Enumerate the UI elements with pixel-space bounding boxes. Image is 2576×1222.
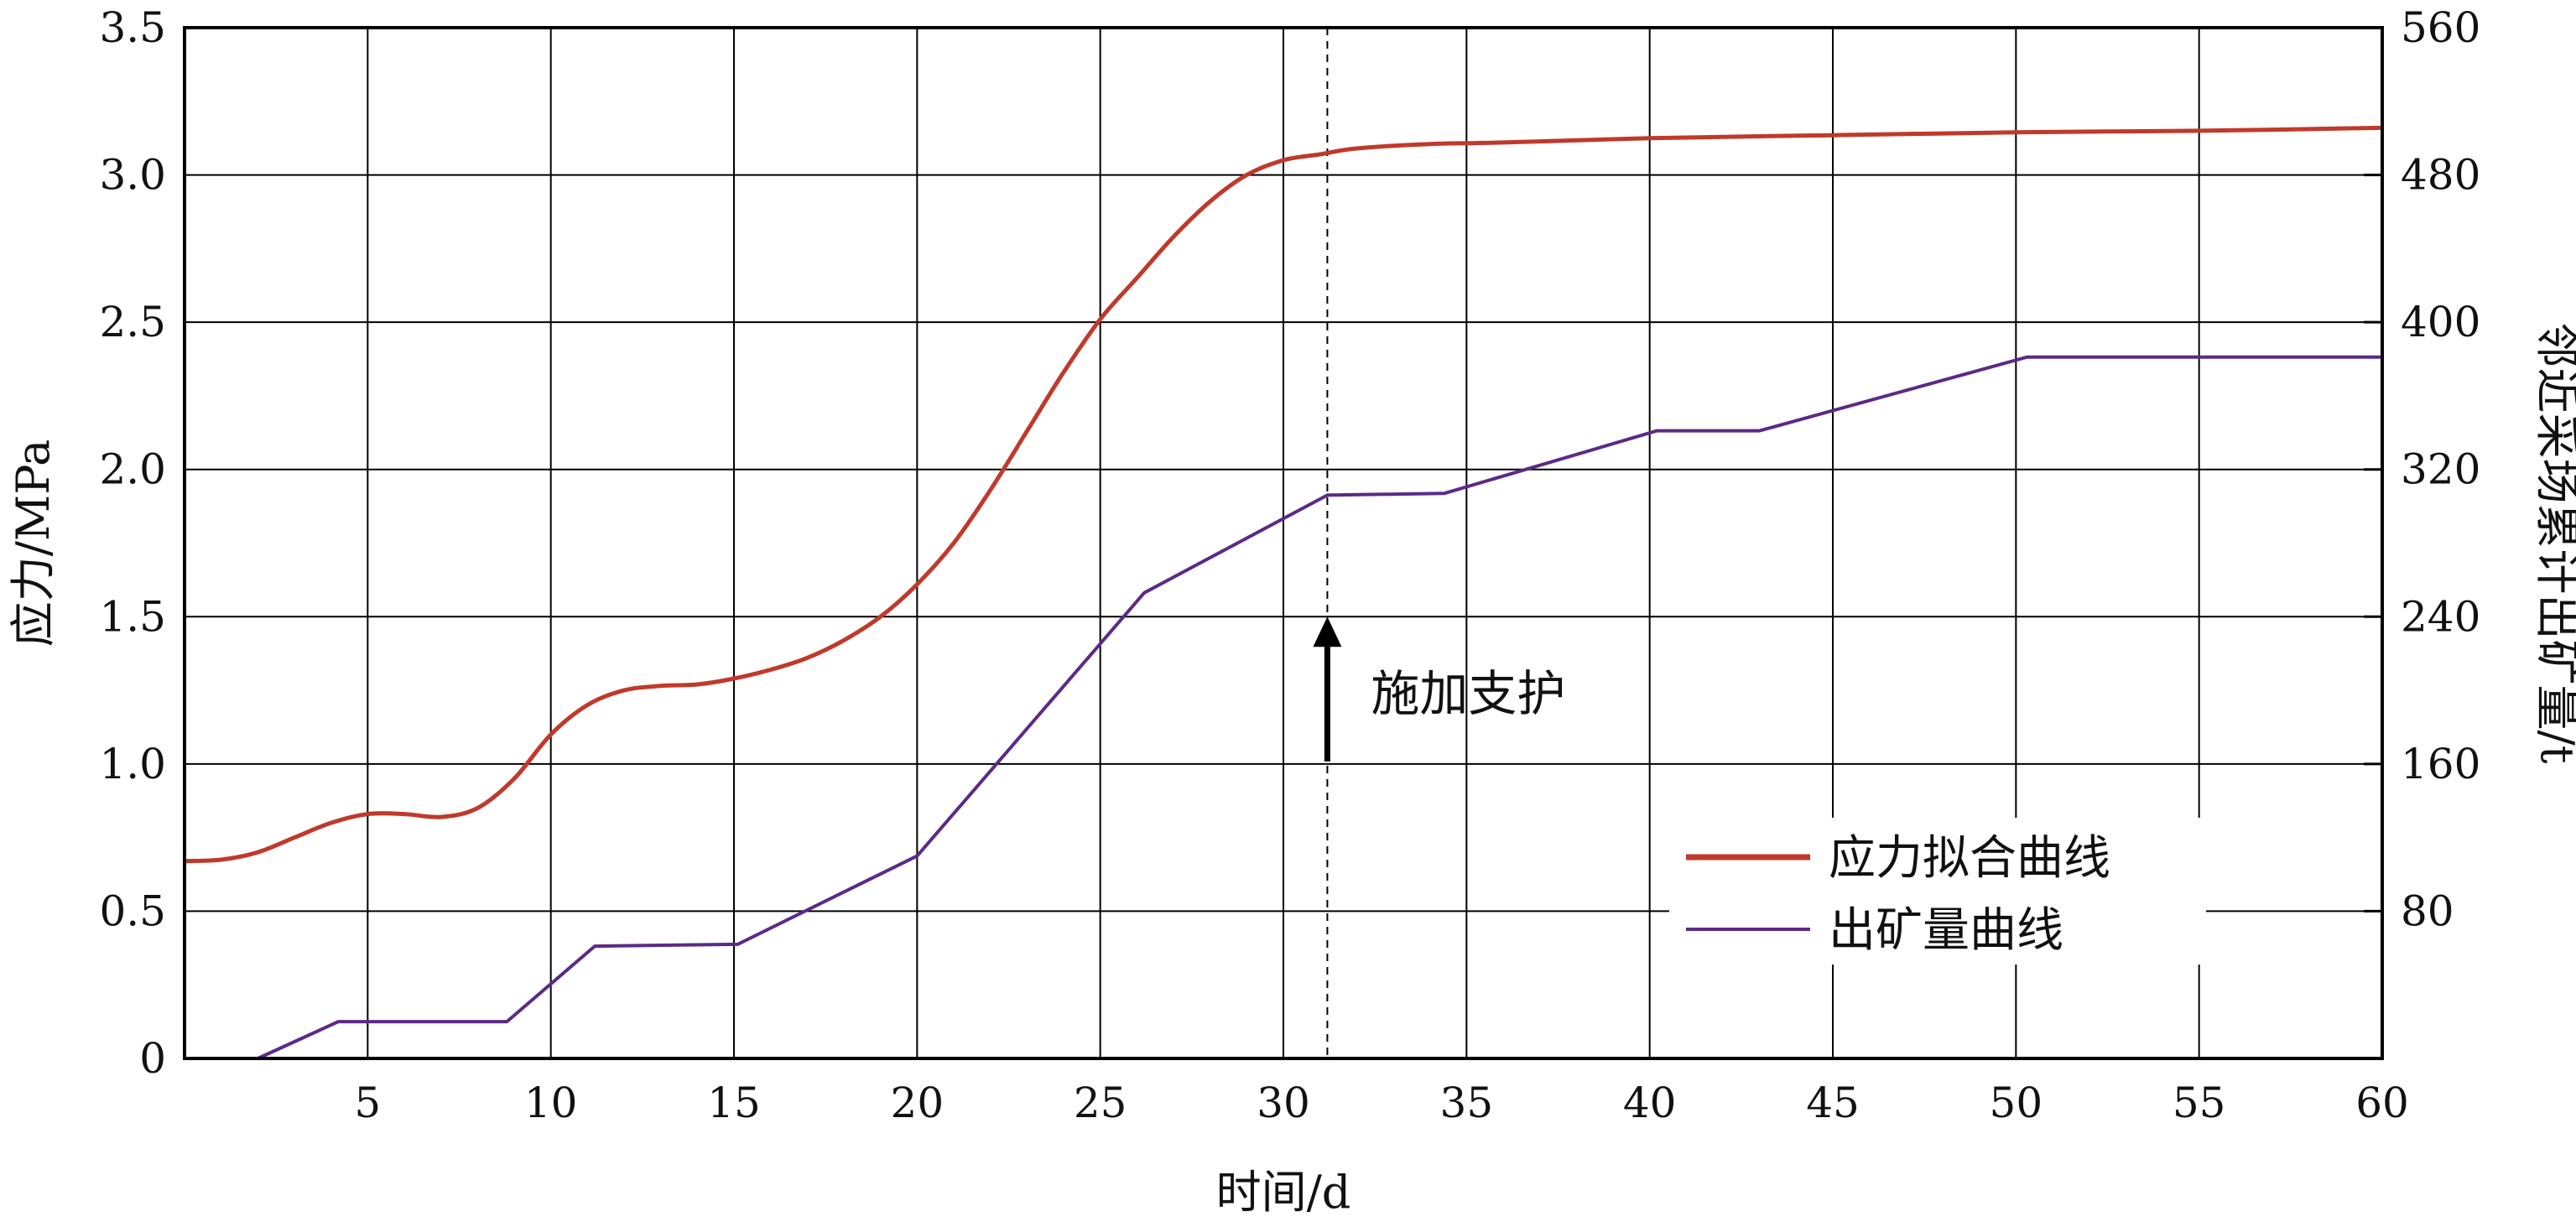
series-layer xyxy=(184,125,2383,1060)
y-right-tick-label: 80 xyxy=(2401,887,2454,935)
annotation-arrow-head xyxy=(1313,616,1342,647)
x-tick-label: 20 xyxy=(891,1079,945,1127)
y-right-tick-labels: 80 160 240 320 400 480 560 xyxy=(2401,3,2480,935)
y-left-tick-label: 1.5 xyxy=(99,592,166,641)
legend-label-stress: 应力拟合曲线 xyxy=(1829,831,2110,886)
y-right-tick-label: 320 xyxy=(2401,445,2480,494)
x-tick-label: 50 xyxy=(1990,1079,2043,1127)
x-tick-labels: 5 10 15 20 25 30 35 40 45 50 55 60 xyxy=(354,1079,2408,1127)
x-tick-label: 30 xyxy=(1257,1079,1310,1127)
y-right-tick-label: 480 xyxy=(2401,151,2480,200)
x-axis-title: 时间/d xyxy=(1216,1166,1351,1219)
legend: 应力拟合曲线 出矿量曲线 xyxy=(1669,818,2206,965)
x-tick-label: 5 xyxy=(354,1079,381,1127)
x-tick-label: 45 xyxy=(1806,1079,1860,1127)
x-tick-label: 40 xyxy=(1623,1079,1677,1127)
x-tick-label: 55 xyxy=(2173,1079,2226,1127)
y-right-tick-label: 160 xyxy=(2401,740,2480,788)
y-left-tick-label: 1.0 xyxy=(99,740,166,788)
ticks xyxy=(2364,174,2382,913)
x-tick-label: 60 xyxy=(2355,1079,2409,1127)
legend-bg xyxy=(1669,818,2206,965)
annotation: 施加支护 xyxy=(1313,616,1565,762)
y-left-axis-title: 应力/MPa xyxy=(7,439,60,647)
y-left-tick-label: 3.5 xyxy=(99,3,166,52)
x-tick-label: 35 xyxy=(1440,1079,1494,1127)
plot-frame xyxy=(183,26,2384,1060)
x-tick-label: 10 xyxy=(524,1079,578,1127)
series-stress-line xyxy=(184,125,2383,864)
y-right-tick-label: 400 xyxy=(2401,298,2480,346)
series-ore-line xyxy=(257,355,2382,1060)
y-right-tick-label: 240 xyxy=(2401,592,2480,641)
y-left-tick-label: 0 xyxy=(139,1034,166,1083)
y-left-tick-label: 3.0 xyxy=(99,151,166,200)
y-left-tick-label: 2.0 xyxy=(99,445,166,494)
legend-label-ore: 出矿量曲线 xyxy=(1829,903,2063,958)
y-left-tick-labels: 0 0.5 1.0 1.5 2.0 2.5 3.0 3.5 xyxy=(99,3,166,1083)
annotation-text: 施加支护 xyxy=(1371,665,1565,722)
x-tick-label: 25 xyxy=(1074,1079,1127,1127)
y-left-tick-label: 2.5 xyxy=(99,298,166,346)
y-right-tick-label: 560 xyxy=(2401,3,2480,52)
y-right-axis-title: 邻近采场累计出矿量/t xyxy=(2531,323,2576,764)
y-left-tick-label: 0.5 xyxy=(99,887,166,935)
grid xyxy=(185,28,2382,1058)
x-tick-label: 15 xyxy=(707,1079,761,1127)
